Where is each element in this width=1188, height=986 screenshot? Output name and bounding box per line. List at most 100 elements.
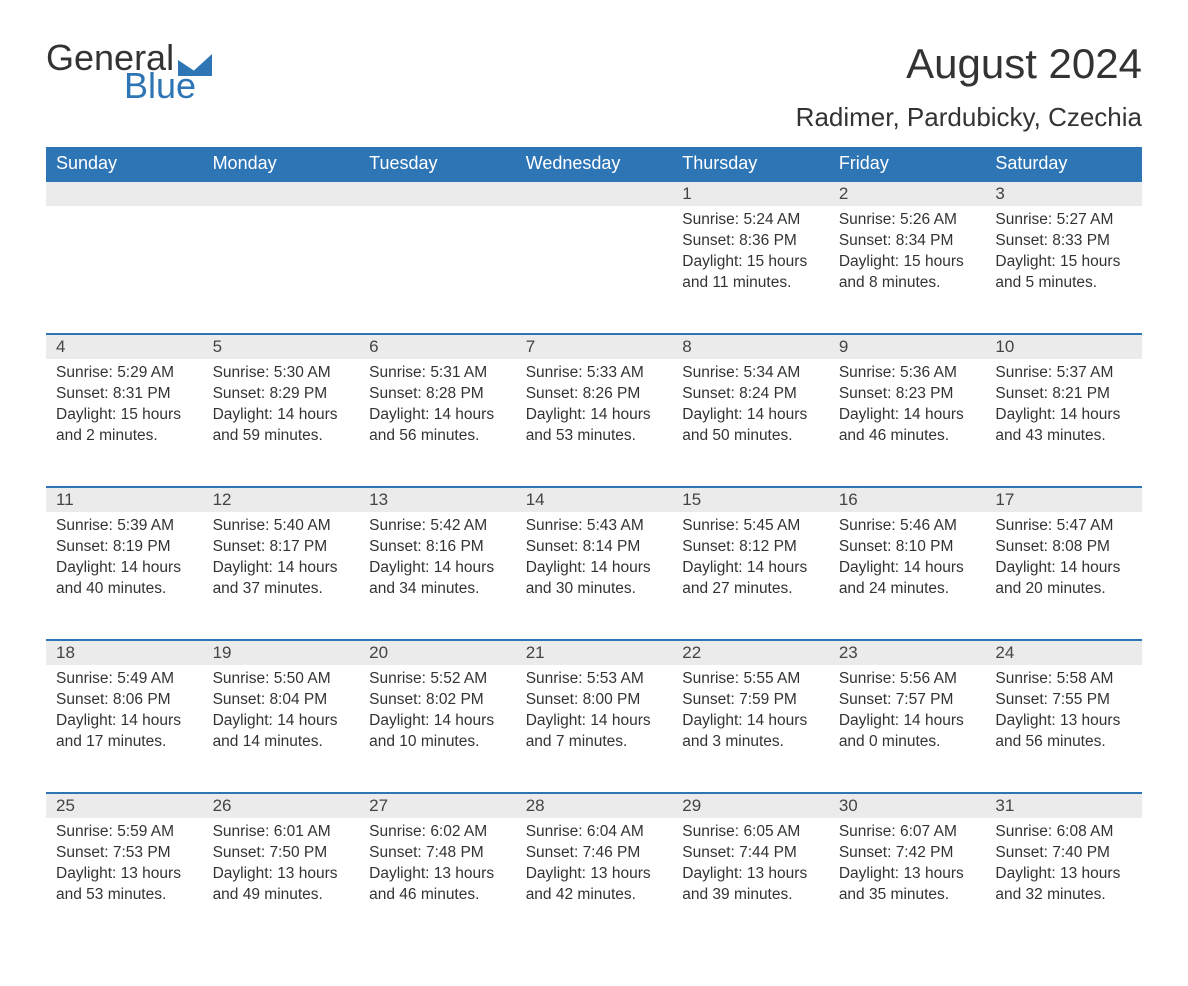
sunset-line: Sunset: 8:12 PM [682, 537, 819, 558]
page-title: August 2024 [796, 40, 1142, 88]
sunrise-value: 5:24 AM [743, 211, 800, 228]
sunset-label: Sunset: [995, 691, 1048, 708]
sunrise-label: Sunrise: [369, 517, 426, 534]
sunrise-label: Sunrise: [213, 670, 270, 687]
day-number: 9 [829, 334, 986, 359]
day-number: 22 [672, 640, 829, 665]
daylight-label: Daylight: [682, 406, 742, 423]
daylight-label: Daylight: [213, 712, 273, 729]
sunrise-label: Sunrise: [56, 823, 113, 840]
sunset-line: Sunset: 7:40 PM [995, 843, 1132, 864]
daylight-line: Daylight: 15 hours and 5 minutes. [995, 252, 1132, 294]
day-number: 16 [829, 487, 986, 512]
sunset-line: Sunset: 8:34 PM [839, 231, 976, 252]
day-cell: Sunrise: 5:56 AMSunset: 7:57 PMDaylight:… [829, 665, 986, 793]
daylight-label: Daylight: [682, 253, 742, 270]
sunset-label: Sunset: [682, 691, 735, 708]
sunset-value: 7:57 PM [896, 691, 954, 708]
daylight-label: Daylight: [213, 559, 273, 576]
day-number-row: 25262728293031 [46, 793, 1142, 818]
day-number: 27 [359, 793, 516, 818]
sunrise-value: 5:45 AM [743, 517, 800, 534]
sunset-value: 8:04 PM [269, 691, 327, 708]
sunset-label: Sunset: [369, 844, 422, 861]
sunset-line: Sunset: 8:29 PM [213, 384, 350, 405]
daylight-line: Daylight: 13 hours and 35 minutes. [839, 864, 976, 906]
sunrise-label: Sunrise: [369, 670, 426, 687]
day-cell: Sunrise: 5:59 AMSunset: 7:53 PMDaylight:… [46, 818, 203, 946]
sunset-line: Sunset: 8:26 PM [526, 384, 663, 405]
day-number: 21 [516, 640, 673, 665]
sunset-line: Sunset: 7:48 PM [369, 843, 506, 864]
sunrise-line: Sunrise: 5:33 AM [526, 363, 663, 384]
day-cell: Sunrise: 5:36 AMSunset: 8:23 PMDaylight:… [829, 359, 986, 487]
sunset-value: 8:28 PM [426, 385, 484, 402]
sunrise-label: Sunrise: [682, 670, 739, 687]
sunset-value: 8:33 PM [1052, 232, 1110, 249]
daylight-line: Daylight: 14 hours and 34 minutes. [369, 558, 506, 600]
sunset-line: Sunset: 7:42 PM [839, 843, 976, 864]
sunset-line: Sunset: 8:06 PM [56, 690, 193, 711]
sunset-value: 8:21 PM [1052, 385, 1110, 402]
sunset-value: 7:42 PM [896, 844, 954, 861]
sunset-label: Sunset: [213, 538, 266, 555]
sunrise-line: Sunrise: 5:36 AM [839, 363, 976, 384]
sunset-line: Sunset: 7:53 PM [56, 843, 193, 864]
day-cell: Sunrise: 5:24 AMSunset: 8:36 PMDaylight:… [672, 206, 829, 334]
day-cell: Sunrise: 5:52 AMSunset: 8:02 PMDaylight:… [359, 665, 516, 793]
sunset-line: Sunset: 8:10 PM [839, 537, 976, 558]
sunrise-label: Sunrise: [213, 823, 270, 840]
sunrise-label: Sunrise: [56, 517, 113, 534]
sunset-line: Sunset: 7:50 PM [213, 843, 350, 864]
day-cell: Sunrise: 6:07 AMSunset: 7:42 PMDaylight:… [829, 818, 986, 946]
sunrise-line: Sunrise: 5:53 AM [526, 669, 663, 690]
daylight-label: Daylight: [56, 559, 116, 576]
sunrise-line: Sunrise: 6:04 AM [526, 822, 663, 843]
brand-logo: General Blue [46, 40, 212, 104]
daylight-line: Daylight: 13 hours and 42 minutes. [526, 864, 663, 906]
sunrise-label: Sunrise: [839, 670, 896, 687]
day-number: 6 [359, 334, 516, 359]
sunset-value: 8:12 PM [739, 538, 797, 555]
sunset-line: Sunset: 8:00 PM [526, 690, 663, 711]
empty-day-cell [203, 206, 360, 334]
daylight-label: Daylight: [369, 559, 429, 576]
sunset-line: Sunset: 8:02 PM [369, 690, 506, 711]
sunset-value: 8:00 PM [583, 691, 641, 708]
sunrise-value: 6:04 AM [587, 823, 644, 840]
weekday-header: Sunday [46, 147, 203, 181]
day-cell: Sunrise: 5:40 AMSunset: 8:17 PMDaylight:… [203, 512, 360, 640]
daylight-line: Daylight: 14 hours and 10 minutes. [369, 711, 506, 753]
sunrise-line: Sunrise: 5:30 AM [213, 363, 350, 384]
day-cell: Sunrise: 6:01 AMSunset: 7:50 PMDaylight:… [203, 818, 360, 946]
sunrise-line: Sunrise: 6:07 AM [839, 822, 976, 843]
day-cell: Sunrise: 5:34 AMSunset: 8:24 PMDaylight:… [672, 359, 829, 487]
sunrise-label: Sunrise: [213, 517, 270, 534]
sunrise-label: Sunrise: [839, 211, 896, 228]
sunrise-value: 5:59 AM [117, 823, 174, 840]
daylight-line: Daylight: 15 hours and 8 minutes. [839, 252, 976, 294]
daylight-label: Daylight: [526, 406, 586, 423]
sunrise-label: Sunrise: [839, 823, 896, 840]
sunrise-value: 5:34 AM [743, 364, 800, 381]
sunset-line: Sunset: 8:17 PM [213, 537, 350, 558]
sunrise-label: Sunrise: [526, 364, 583, 381]
sunset-value: 8:19 PM [113, 538, 171, 555]
daylight-line: Daylight: 14 hours and 46 minutes. [839, 405, 976, 447]
sunrise-value: 5:47 AM [1057, 517, 1114, 534]
location-subtitle: Radimer, Pardubicky, Czechia [796, 102, 1142, 133]
day-cell: Sunrise: 5:29 AMSunset: 8:31 PMDaylight:… [46, 359, 203, 487]
sunset-value: 7:44 PM [739, 844, 797, 861]
daylight-label: Daylight: [995, 712, 1055, 729]
sunset-value: 8:29 PM [269, 385, 327, 402]
sunrise-line: Sunrise: 5:47 AM [995, 516, 1132, 537]
calendar-table: SundayMondayTuesdayWednesdayThursdayFrid… [46, 147, 1142, 946]
sunrise-value: 5:30 AM [274, 364, 331, 381]
day-cell: Sunrise: 5:33 AMSunset: 8:26 PMDaylight:… [516, 359, 673, 487]
daylight-label: Daylight: [995, 406, 1055, 423]
daylight-line: Daylight: 14 hours and 56 minutes. [369, 405, 506, 447]
sunrise-label: Sunrise: [995, 364, 1052, 381]
sunset-line: Sunset: 8:36 PM [682, 231, 819, 252]
day-content-row: Sunrise: 5:49 AMSunset: 8:06 PMDaylight:… [46, 665, 1142, 793]
sunset-label: Sunset: [995, 538, 1048, 555]
